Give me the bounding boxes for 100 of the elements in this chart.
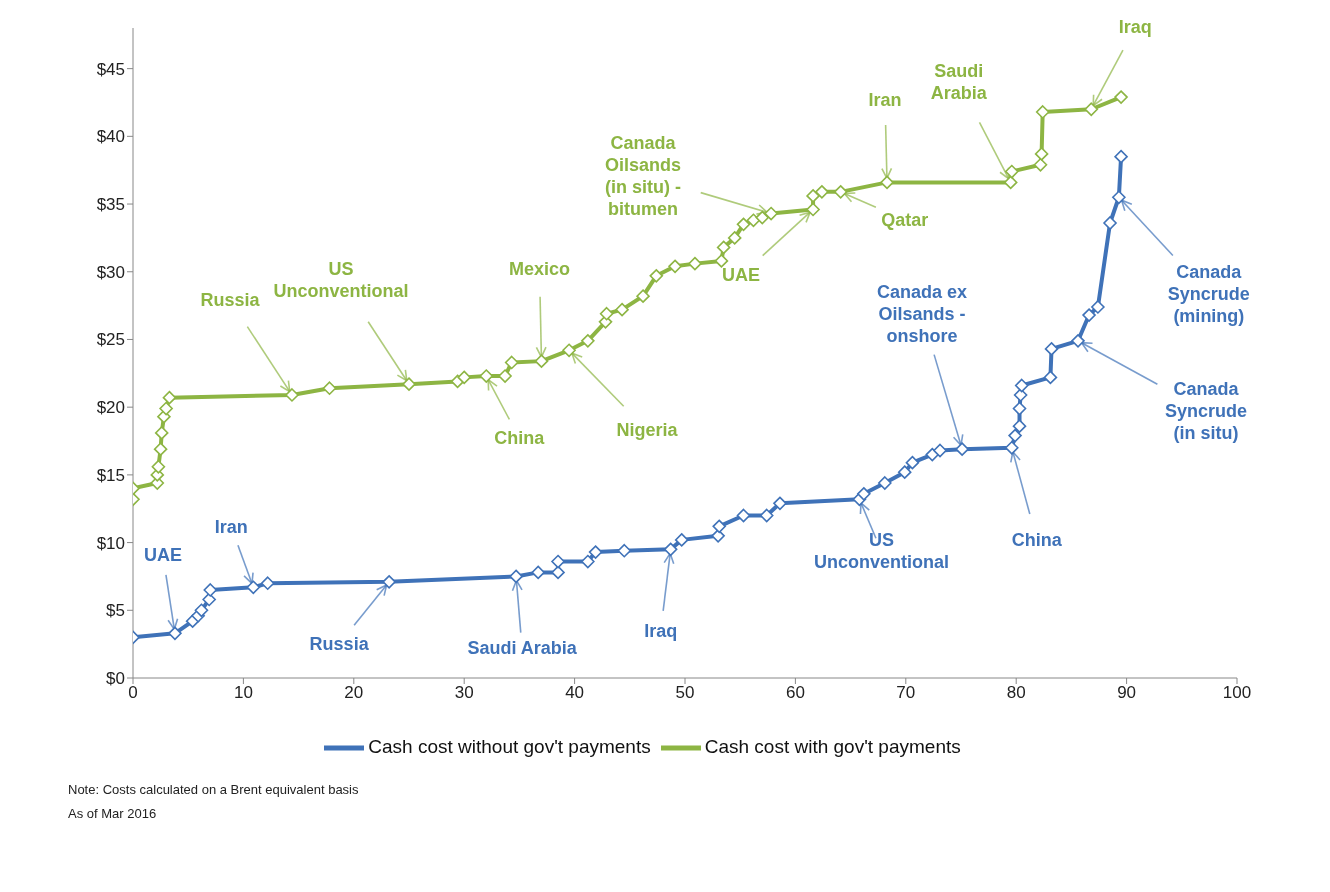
x-tick-label: 50 <box>675 683 695 703</box>
point <box>617 543 632 558</box>
x-tick-label: 80 <box>1006 683 1026 703</box>
annotation: Iraq <box>644 621 678 642</box>
point <box>1004 164 1019 179</box>
annotation: UAE <box>143 545 182 566</box>
x-tick-label: 0 <box>128 683 138 703</box>
x-tick-label: 30 <box>454 683 474 703</box>
point <box>402 377 416 391</box>
point <box>153 442 168 456</box>
point <box>663 542 678 557</box>
point <box>1033 157 1048 172</box>
point <box>1043 370 1058 385</box>
point <box>159 401 173 416</box>
text: Note: Costs calculated on a Brent equivalent basis <box>68 781 360 799</box>
y-tick-label: $20 <box>96 398 125 418</box>
point <box>759 508 774 523</box>
point <box>551 554 565 569</box>
point <box>1082 308 1096 322</box>
legend-label: Cash cost with gov't payments <box>704 736 961 758</box>
point <box>905 455 920 470</box>
point <box>636 289 650 303</box>
annotation: US Unconventional <box>273 259 409 302</box>
point <box>194 603 209 618</box>
annotation: China <box>1011 529 1063 550</box>
y-tick-label: $15 <box>96 465 125 485</box>
point <box>736 217 751 232</box>
point <box>674 533 689 547</box>
y-tick-label: $10 <box>96 533 125 553</box>
point <box>457 370 471 385</box>
point <box>755 210 770 225</box>
annotation: Saudi Arabia <box>467 638 578 659</box>
point <box>1034 147 1049 161</box>
point <box>1091 300 1105 314</box>
point <box>815 185 829 199</box>
point <box>1044 342 1059 356</box>
point <box>1114 149 1128 164</box>
point <box>955 442 969 456</box>
annotation: Canada Syncrude (mining) <box>1167 262 1250 327</box>
point <box>1008 428 1022 443</box>
point <box>833 185 848 199</box>
point <box>736 508 751 523</box>
point <box>599 306 614 321</box>
point <box>880 175 894 190</box>
annotation: Qatar <box>881 209 929 230</box>
y-tick-label: $0 <box>106 669 125 689</box>
point <box>162 390 177 405</box>
point <box>714 254 729 268</box>
point <box>773 496 787 511</box>
point <box>562 343 576 358</box>
point <box>649 269 664 283</box>
point <box>1084 102 1099 117</box>
point <box>479 369 494 383</box>
annotation: Iran <box>214 517 248 538</box>
legend-label: Cash cost without gov't payments <box>368 736 651 758</box>
point <box>260 576 275 591</box>
point <box>615 302 629 317</box>
point <box>712 519 727 534</box>
point <box>668 259 682 274</box>
y-tick-label: $35 <box>96 195 125 215</box>
annotation: China <box>494 428 546 449</box>
y-tick-label: $30 <box>96 262 125 282</box>
point <box>504 355 519 370</box>
annotation: Saudi Arabia <box>930 61 988 104</box>
point <box>551 565 565 580</box>
x-tick-label: 100 <box>1222 683 1252 703</box>
point <box>806 189 820 203</box>
text: As of Mar 2016 <box>68 805 158 823</box>
y-tick-label: $25 <box>96 330 125 350</box>
point <box>202 592 216 607</box>
point <box>581 334 595 348</box>
y-tick-label: $5 <box>106 601 125 621</box>
point <box>897 465 912 479</box>
annotation: Iran <box>868 90 902 111</box>
point <box>764 206 778 221</box>
point <box>581 554 595 569</box>
x-tick-label: 90 <box>1117 683 1137 703</box>
point <box>203 583 218 597</box>
point <box>857 487 871 501</box>
point <box>1035 105 1050 119</box>
x-tick-label: 10 <box>233 683 253 703</box>
point <box>1012 419 1027 433</box>
point <box>246 580 261 595</box>
point <box>1012 401 1027 416</box>
point <box>727 231 742 245</box>
point <box>806 202 820 217</box>
point <box>588 545 603 559</box>
point <box>688 256 702 271</box>
y-tick-label: $40 <box>96 127 125 147</box>
annotation: Nigeria <box>616 420 679 441</box>
annotation: Russia <box>309 633 370 654</box>
x-tick-label: 60 <box>785 683 805 703</box>
point <box>285 388 299 402</box>
x-tick-label: 70 <box>896 683 916 703</box>
x-tick-label: 20 <box>344 683 364 703</box>
point <box>716 240 731 255</box>
point <box>1112 190 1126 205</box>
point <box>154 426 169 440</box>
point <box>534 354 549 368</box>
annotation: US Unconventional <box>813 530 949 573</box>
